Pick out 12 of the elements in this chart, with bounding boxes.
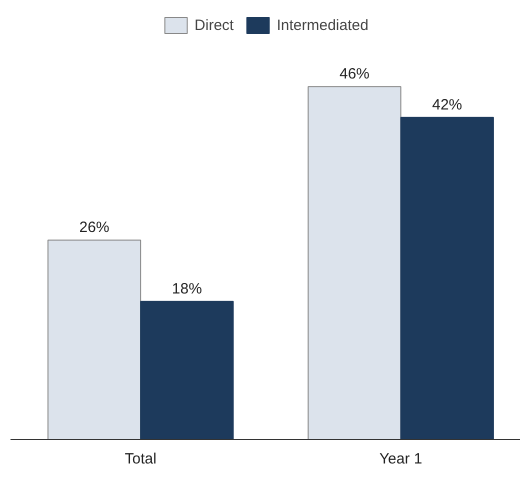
bar: [400, 116, 494, 440]
data-label: 26%: [79, 219, 110, 236]
legend-label: Intermediated: [276, 16, 368, 34]
bar: [47, 240, 142, 440]
bar: [140, 300, 234, 440]
data-label: 18%: [172, 280, 202, 298]
legend-label: Direct: [194, 16, 234, 34]
x-tick-label: Year 1: [379, 450, 422, 468]
x-tick-label: Total: [124, 450, 156, 468]
bar: [308, 86, 402, 440]
data-label: 46%: [339, 66, 370, 83]
data-label: 42%: [432, 96, 462, 114]
